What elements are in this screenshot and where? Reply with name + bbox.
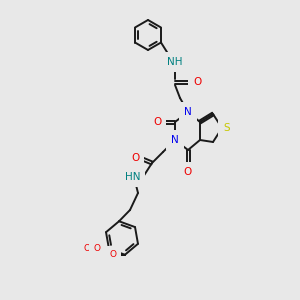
Text: HN: HN — [124, 172, 140, 182]
Text: N: N — [171, 135, 179, 145]
Text: S: S — [224, 123, 230, 133]
Text: O: O — [100, 250, 107, 259]
Text: N: N — [184, 107, 192, 117]
Text: O: O — [193, 77, 201, 87]
Text: N: N — [184, 107, 192, 117]
Text: O: O — [153, 117, 161, 127]
Text: O: O — [184, 167, 192, 177]
Text: O: O — [110, 250, 116, 259]
Text: NH: NH — [167, 57, 183, 67]
Text: O: O — [131, 153, 139, 163]
Text: O: O — [84, 244, 91, 253]
Text: O: O — [94, 244, 100, 253]
